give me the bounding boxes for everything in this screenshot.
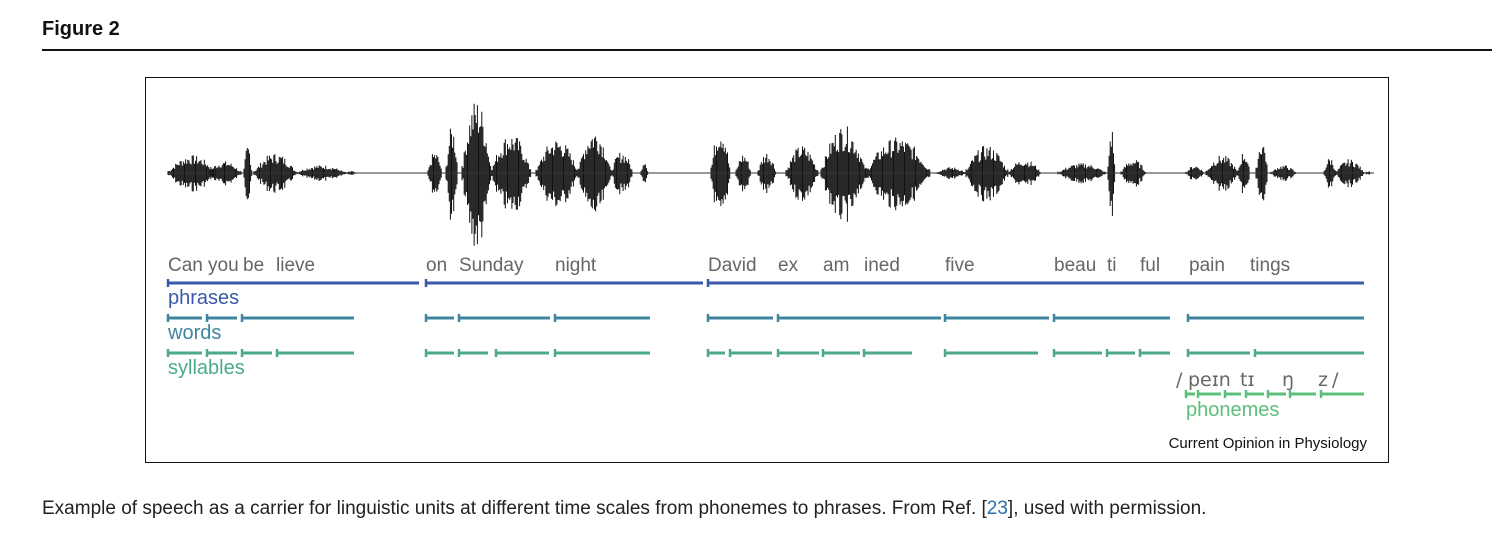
ipa-segment: ŋ <box>1282 369 1294 391</box>
phoneme-segments <box>1184 390 1364 398</box>
speech-waveform <box>167 103 1373 246</box>
header-rule <box>42 49 1492 51</box>
syllable-text: ined <box>864 255 900 276</box>
caption-text: Example of speech as a carrier for lingu… <box>42 498 987 519</box>
tier-label-words: words <box>167 322 221 344</box>
syllable-text: Can <box>168 255 203 276</box>
syllable-text: ti <box>1107 255 1117 276</box>
speech-figure: Can you be lieve on Sunday night David e… <box>166 103 1374 452</box>
ipa-slash-close: / <box>1332 369 1339 391</box>
syllable-text: tings <box>1250 255 1290 276</box>
ipa-segment: tɪ <box>1240 369 1255 391</box>
syllable-text: on <box>426 255 447 276</box>
syllable-text: pain <box>1189 255 1225 276</box>
syllable-text: am <box>823 255 849 276</box>
syllable-text: be <box>243 255 264 276</box>
syllable-text: ful <box>1140 255 1160 276</box>
syllable-text: night <box>555 255 597 276</box>
figure-label: Figure 2 <box>42 18 120 40</box>
tier-label-syllables: syllables <box>168 357 245 379</box>
tier-label-phonemes: phonemes <box>1186 399 1279 421</box>
syllable-text: five <box>945 255 975 276</box>
word-segments <box>166 314 1364 322</box>
reference-link[interactable]: 23 <box>986 498 1008 519</box>
figure-frame: Can you be lieve on Sunday night David e… <box>145 77 1389 463</box>
phrase-segments <box>166 279 1364 287</box>
waveform-trace <box>167 103 1373 246</box>
tier-label-phrases: phrases <box>168 287 239 309</box>
syllable-text: lieve <box>276 255 315 276</box>
ipa-slash-open: / <box>1176 369 1183 391</box>
syllable-segments <box>166 349 1364 357</box>
syllable-text: you <box>208 255 239 276</box>
ipa-segment: peɪn <box>1188 369 1231 391</box>
figure-caption: Example of speech as a carrier for lingu… <box>42 498 1206 520</box>
journal-credit: Current Opinion in Physiology <box>1169 435 1368 452</box>
syllable-text: Sunday <box>459 255 524 276</box>
caption-text-end: ], used with permission. <box>1007 498 1207 519</box>
ipa-segment: z <box>1318 369 1328 391</box>
syllable-text: beau <box>1054 255 1096 276</box>
syllable-text: ex <box>778 255 799 276</box>
syllable-text: David <box>708 255 757 276</box>
